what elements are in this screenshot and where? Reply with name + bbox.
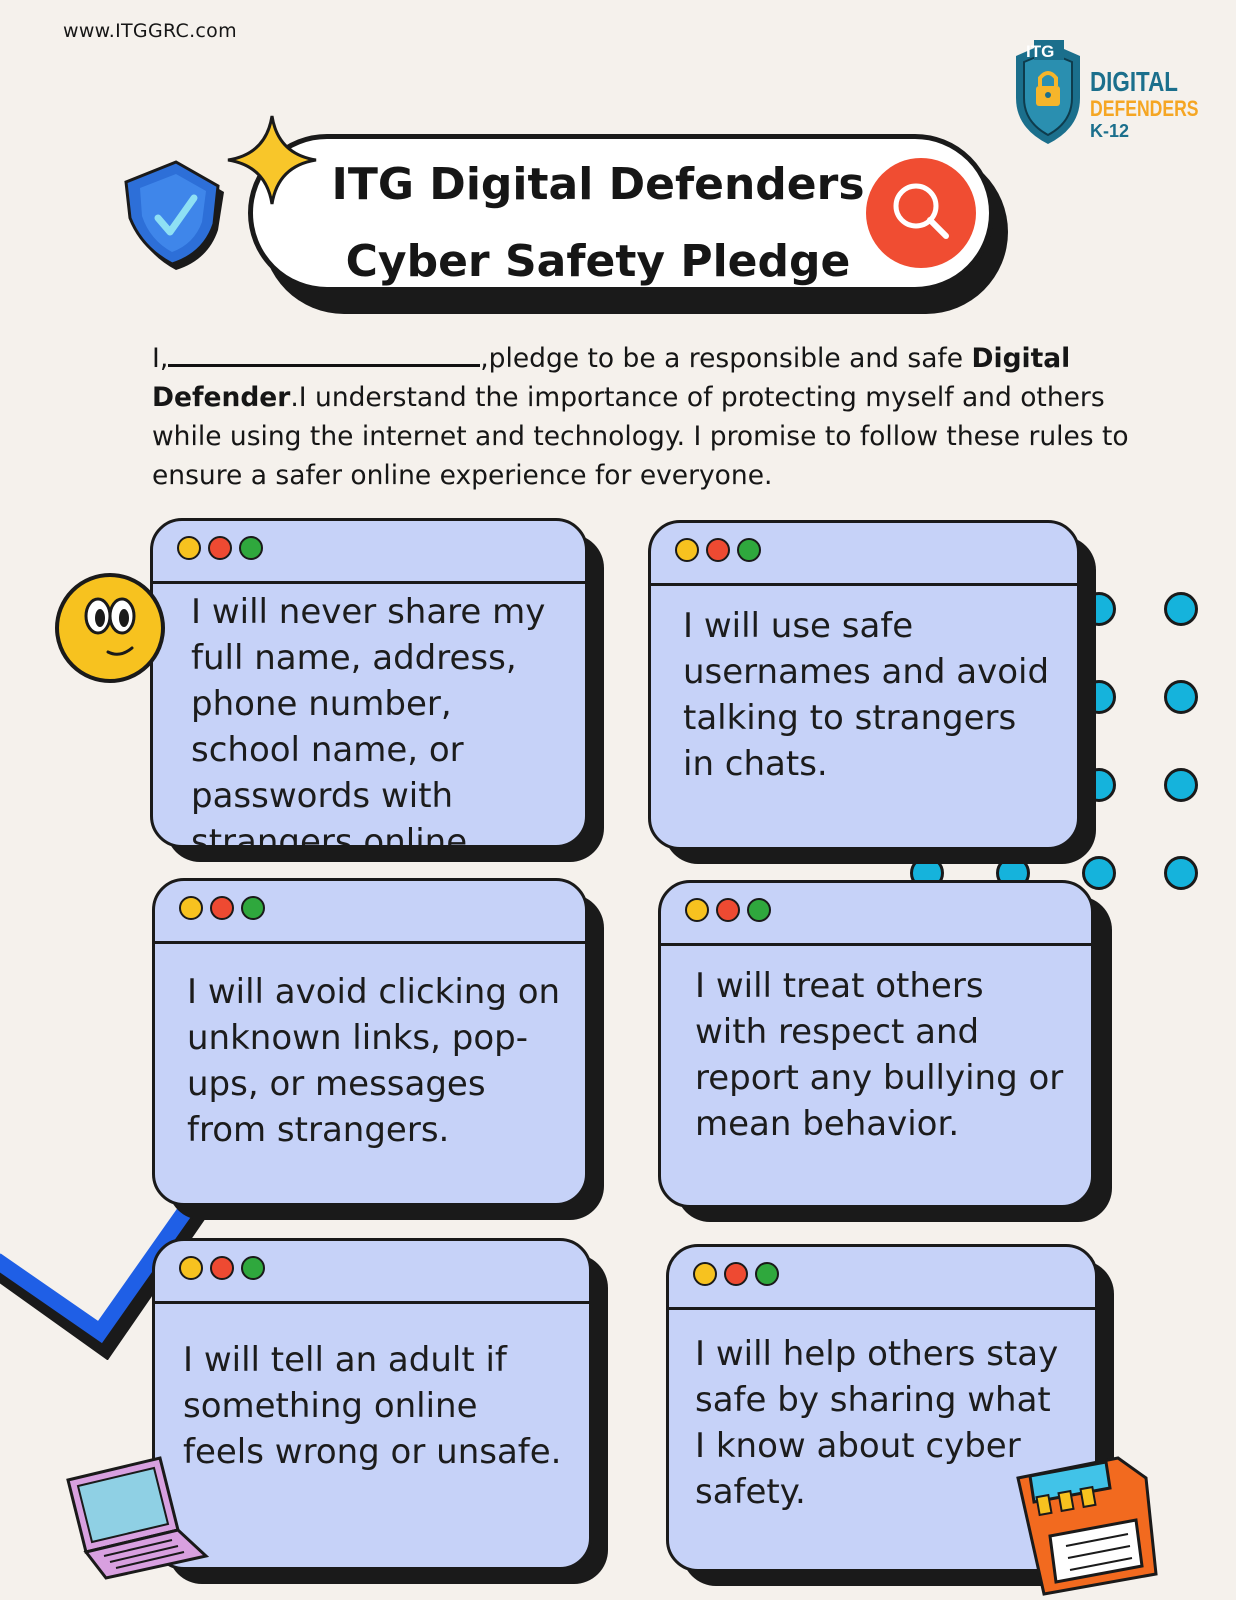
- window-dot-yellow: [177, 536, 201, 560]
- window-dot-red: [706, 538, 730, 562]
- pledge-card-text: I will tell an adult if something online…: [183, 1340, 562, 1472]
- title-line-1: ITG Digital Defenders: [331, 159, 865, 210]
- pledge-card-4: I will treat others with respect and rep…: [658, 880, 1094, 1208]
- search-button-circle: [866, 158, 976, 268]
- window-title-bar: [155, 1241, 589, 1304]
- window-dot-green: [239, 536, 263, 560]
- pledge-card-3: I will avoid clicking on unknown links, …: [152, 878, 588, 1206]
- shield-check-icon: [124, 160, 224, 270]
- window-title-bar: [651, 523, 1077, 586]
- window-dot-red: [210, 896, 234, 920]
- decor-dot: [1082, 856, 1116, 890]
- pledge-card-text: I will treat others with respect and rep…: [695, 966, 1064, 1144]
- window-dot-red: [724, 1262, 748, 1286]
- window-title-bar: [669, 1247, 1095, 1310]
- search-icon: [893, 183, 949, 239]
- logo-defenders: DEFENDERS: [1090, 96, 1199, 121]
- window-dot-yellow: [685, 898, 709, 922]
- window-dot-green: [747, 898, 771, 922]
- pledge-card-text: I will never share my full name, address…: [191, 592, 546, 848]
- pledge-card-text: I will use safe usernames and avoid talk…: [683, 606, 1050, 784]
- site-url: www.ITGGRC.com: [63, 20, 237, 42]
- decor-dot: [1164, 592, 1198, 626]
- pledge-card-5: I will tell an adult if something online…: [152, 1238, 592, 1570]
- floppy-disk-icon: [1016, 1456, 1158, 1596]
- name-blank-line[interactable]: [168, 338, 481, 367]
- pledge-paragraph: I, ,pledge to be a responsible and safe D…: [152, 338, 1142, 495]
- window-dot-green: [755, 1262, 779, 1286]
- smiley-face-icon: [55, 573, 165, 683]
- window-dot-green: [241, 896, 265, 920]
- pledge-prefix: I,: [152, 343, 169, 374]
- window-dot-yellow: [693, 1262, 717, 1286]
- decor-dot: [1164, 680, 1198, 714]
- pledge-card-text: I will avoid clicking on unknown links, …: [187, 972, 561, 1150]
- page-title: ITG Digital Defenders Cyber Safety Pledg…: [318, 146, 878, 300]
- pledge-card-2: I will use safe usernames and avoid talk…: [648, 520, 1080, 850]
- decor-dot: [1164, 856, 1198, 890]
- logo-itg: ITG: [1026, 42, 1055, 61]
- window-dot-green: [241, 1256, 265, 1280]
- logo-digital: DIGITAL: [1090, 66, 1178, 97]
- sparkle-star-icon: [227, 115, 317, 205]
- logo-k12: K-12: [1090, 121, 1130, 141]
- pledge-after-blank: ,pledge to be a responsible and safe: [480, 343, 972, 374]
- window-title-bar: [155, 881, 585, 944]
- decor-dot: [1164, 768, 1198, 802]
- window-dot-yellow: [179, 896, 203, 920]
- window-title-bar: [661, 883, 1091, 946]
- pledge-card-1: I will never share my full name, address…: [150, 518, 588, 848]
- window-dot-red: [210, 1256, 234, 1280]
- window-dot-green: [737, 538, 761, 562]
- window-dot-red: [716, 898, 740, 922]
- window-dot-yellow: [179, 1256, 203, 1280]
- window-dot-red: [208, 536, 232, 560]
- itg-digital-defenders-logo: ITG DIGITAL DEFENDERS K-12: [1008, 38, 1199, 148]
- pledge-rest: .I understand the importance of protecti…: [152, 382, 1129, 491]
- padlock-icon: [1016, 40, 1080, 144]
- window-title-bar: [153, 521, 585, 584]
- pledge-card-text: I will help others stay safe by sharing …: [695, 1334, 1059, 1512]
- window-dot-yellow: [675, 538, 699, 562]
- title-line-2: Cyber Safety Pledge: [345, 236, 851, 287]
- pledge-bold-term: Digital Defender: [152, 343, 1071, 413]
- laptop-icon: [66, 1456, 210, 1580]
